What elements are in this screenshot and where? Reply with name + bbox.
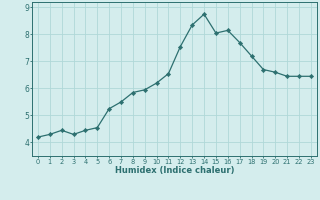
X-axis label: Humidex (Indice chaleur): Humidex (Indice chaleur)	[115, 166, 234, 175]
